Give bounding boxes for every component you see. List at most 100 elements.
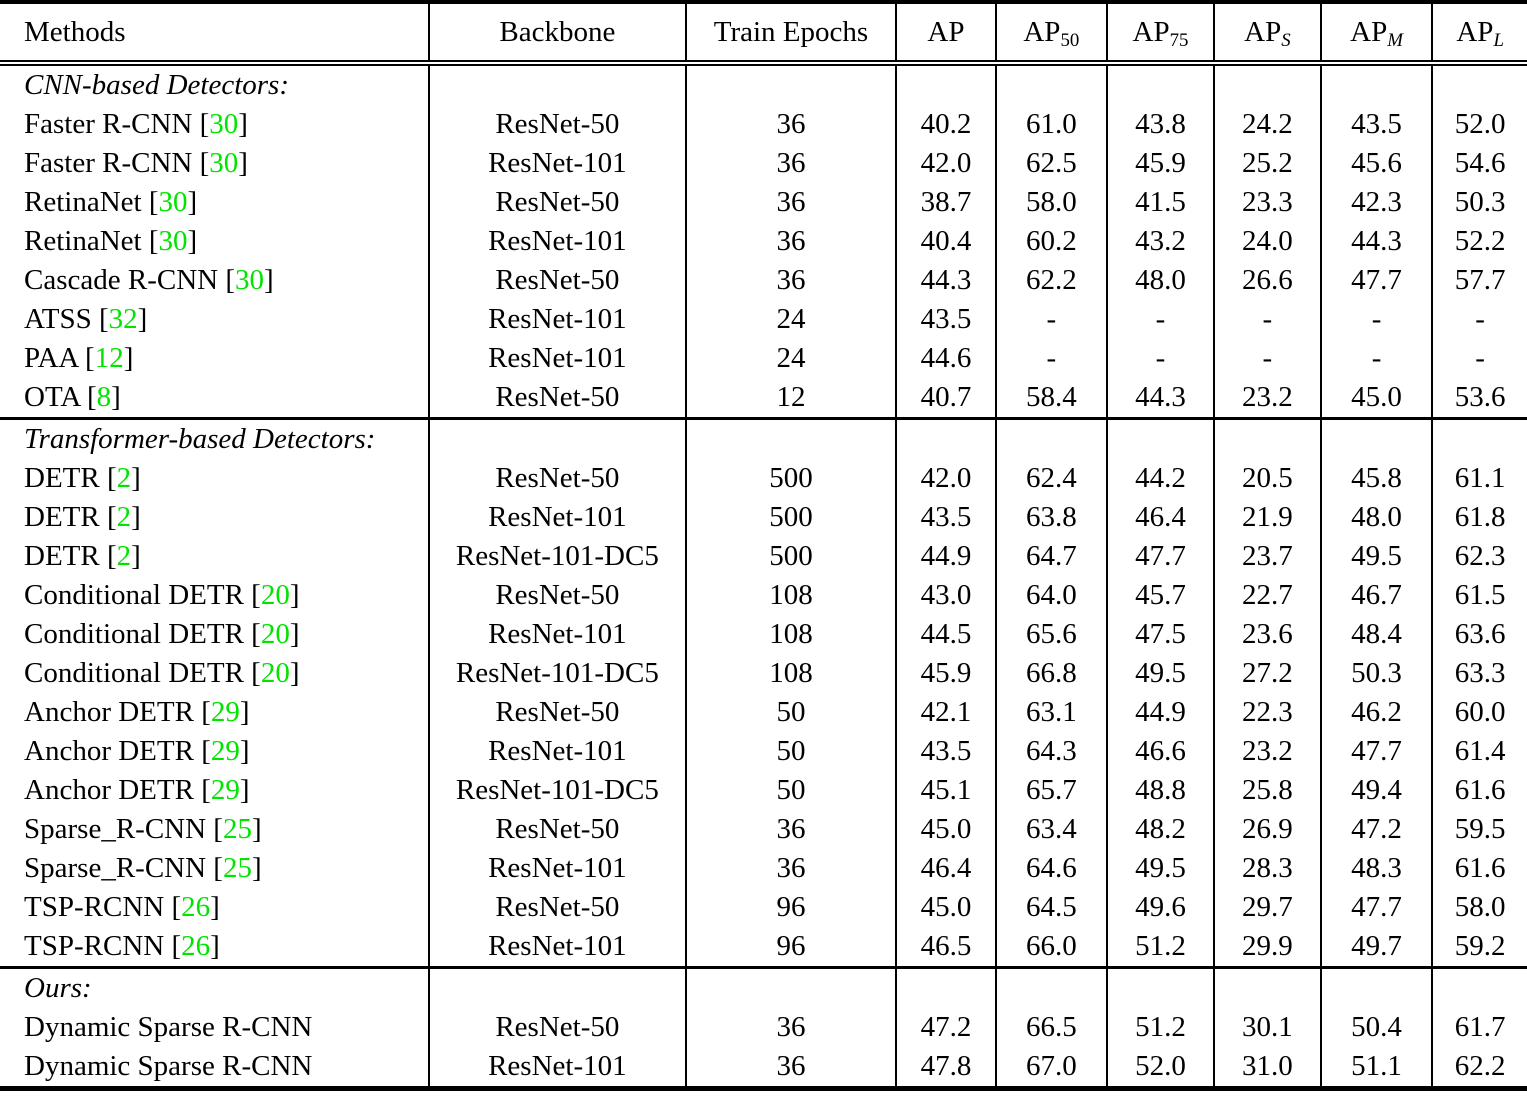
ap50-cell: 64.3 xyxy=(994,732,1108,771)
ap-cell: 40.4 xyxy=(895,222,996,261)
apm-cell: 51.1 xyxy=(1319,1047,1433,1089)
method-name: Conditional DETR xyxy=(24,657,244,689)
empty-cell xyxy=(1212,966,1321,1008)
ap-cell: 46.4 xyxy=(895,849,996,888)
table-row: Conditional DETR [20] ResNet-101-DC5 108 45… xyxy=(0,654,1527,693)
aps-cell: 22.3 xyxy=(1212,693,1321,732)
apl-cell: - xyxy=(1431,339,1527,378)
epochs-cell: 500 xyxy=(684,498,897,537)
ap50-cell: 64.0 xyxy=(994,576,1108,615)
citation-link[interactable]: 20 xyxy=(260,579,290,611)
citation-link[interactable]: 20 xyxy=(260,618,290,650)
ap75-cell: 45.7 xyxy=(1106,576,1214,615)
citation-link[interactable]: 29 xyxy=(210,696,240,728)
method-cell: Dynamic Sparse R-CNN xyxy=(0,1008,429,1047)
header-cell-ap: AP xyxy=(895,2,996,66)
ap50-cell: 64.7 xyxy=(994,537,1108,576)
aps-cell: - xyxy=(1212,300,1321,339)
header-label: AP xyxy=(927,16,965,48)
table-row: DETR [2] ResNet-101-DC5 500 44.9 64.7 47.7 23.… xyxy=(0,537,1527,576)
apm-cell: 43.5 xyxy=(1319,105,1433,144)
table-row: Cascade R-CNN [30] ResNet-50 36 44.3 62.2 48.… xyxy=(0,261,1527,300)
epochs-cell: 50 xyxy=(684,771,897,810)
citation-link[interactable]: 2 xyxy=(116,462,132,494)
citation-link[interactable]: 2 xyxy=(116,540,132,572)
header-cell-train-epochs: Train Epochs xyxy=(684,2,897,66)
ap75-cell: 46.6 xyxy=(1106,732,1214,771)
epochs-cell: 108 xyxy=(684,615,897,654)
ap50-cell: 62.5 xyxy=(994,144,1108,183)
backbone-cell: ResNet-50 xyxy=(428,459,686,498)
apl-cell: 50.3 xyxy=(1431,183,1527,222)
citation-link[interactable]: 32 xyxy=(108,303,138,335)
empty-cell xyxy=(1319,417,1433,459)
citation-link[interactable]: 2 xyxy=(116,501,132,533)
citation-link[interactable]: 25 xyxy=(222,852,252,884)
citation-link[interactable]: 30 xyxy=(209,147,239,179)
backbone-cell: ResNet-101 xyxy=(428,339,686,378)
method-name: DETR xyxy=(24,540,100,572)
ap75-cell: 45.9 xyxy=(1106,144,1214,183)
empty-cell xyxy=(428,63,686,105)
apl-cell: 57.7 xyxy=(1431,261,1527,300)
epochs-cell: 36 xyxy=(684,810,897,849)
ap-cell: 47.2 xyxy=(895,1008,996,1047)
epochs-cell: 500 xyxy=(684,459,897,498)
aps-cell: 21.9 xyxy=(1212,498,1321,537)
method-cell: Conditional DETR [20] xyxy=(24,657,300,689)
backbone-cell: ResNet-50 xyxy=(428,576,686,615)
aps-cell: 31.0 xyxy=(1212,1047,1321,1089)
citation-link[interactable]: 30 xyxy=(158,186,188,218)
section-label-cell: CNN-based Detectors: xyxy=(0,63,429,105)
epochs-cell: 50 xyxy=(684,732,897,771)
header-label: Backbone xyxy=(499,16,616,48)
ap75-cell: 44.9 xyxy=(1106,693,1214,732)
section-label-cell: Transformer-based Detectors: xyxy=(0,417,430,459)
ap75-cell: 46.4 xyxy=(1106,498,1214,537)
ap50-cell: 61.0 xyxy=(994,105,1108,144)
citation-link[interactable]: 30 xyxy=(235,264,265,296)
header-label: AP xyxy=(1456,16,1494,48)
aps-cell: 25.8 xyxy=(1212,771,1321,810)
apm-cell: 45.8 xyxy=(1319,459,1433,498)
epochs-cell: 36 xyxy=(684,144,897,183)
empty-cell xyxy=(994,63,1108,105)
empty-cell xyxy=(428,417,686,459)
apl-cell: 61.4 xyxy=(1431,732,1527,771)
epochs-cell: 36 xyxy=(684,261,897,300)
method-name: RetinaNet xyxy=(24,225,142,257)
table-row: OTA [8] ResNet-50 12 40.7 58.4 44.3 23.2 45.0 53… xyxy=(0,378,1527,419)
ap50-cell: 65.6 xyxy=(994,615,1108,654)
ap-cell: 43.5 xyxy=(895,732,996,771)
method-cell: Cascade R-CNN [30] xyxy=(24,264,274,296)
citation-link[interactable]: 29 xyxy=(210,735,240,767)
citation-link[interactable]: 30 xyxy=(209,108,239,140)
method-name: Faster R-CNN xyxy=(24,147,193,179)
citation-link[interactable]: 26 xyxy=(181,930,211,962)
citation-link[interactable]: 20 xyxy=(260,657,290,689)
ap50-cell: 66.0 xyxy=(994,927,1108,968)
ap50-cell: 65.7 xyxy=(994,771,1108,810)
section-header-row: Ours: xyxy=(0,966,1527,1008)
header-label: AP xyxy=(1244,16,1282,48)
backbone-cell: ResNet-101 xyxy=(428,222,686,261)
citation-link[interactable]: 26 xyxy=(181,891,211,923)
citation-link[interactable]: 30 xyxy=(158,225,188,257)
citation-link[interactable]: 29 xyxy=(210,774,240,806)
backbone-cell: ResNet-101 xyxy=(428,927,686,968)
epochs-cell: 108 xyxy=(684,576,897,615)
citation-link[interactable]: 12 xyxy=(94,342,124,374)
backbone-cell: ResNet-101-DC5 xyxy=(428,537,686,576)
epochs-cell: 36 xyxy=(684,849,897,888)
citation-link[interactable]: 25 xyxy=(222,813,252,845)
apl-cell: 54.6 xyxy=(1431,144,1527,183)
ap75-cell: 47.7 xyxy=(1106,537,1214,576)
header-subscript: S xyxy=(1281,30,1291,52)
method-cell: DETR [2] xyxy=(24,540,141,572)
citation-link[interactable]: 8 xyxy=(96,381,112,413)
ap75-cell: - xyxy=(1106,300,1214,339)
ap75-cell: 41.5 xyxy=(1106,183,1214,222)
apl-cell: 61.6 xyxy=(1431,849,1527,888)
backbone-cell: ResNet-50 xyxy=(428,105,686,144)
